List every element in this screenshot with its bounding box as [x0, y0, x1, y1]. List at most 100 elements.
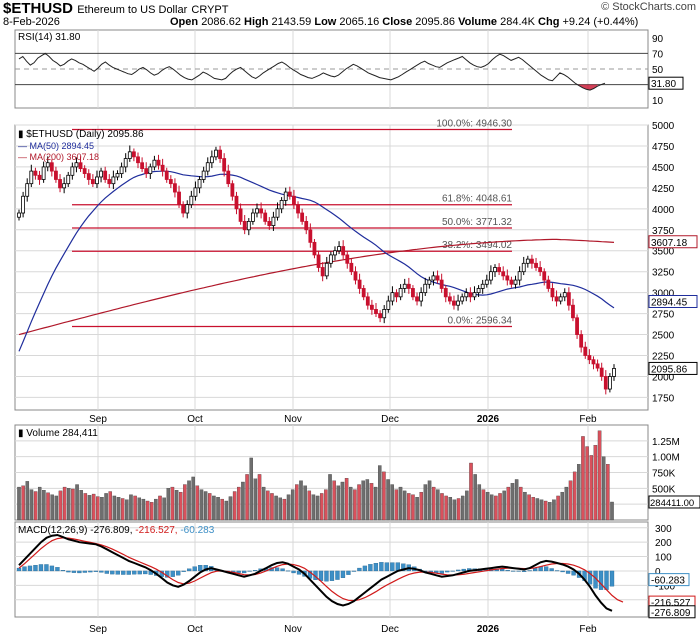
low-value: 2065.16 [339, 16, 380, 28]
macd-histogram-bar [456, 569, 461, 572]
macd-tick-label: 200 [655, 538, 672, 549]
volume-bar [315, 495, 320, 521]
macd-histogram-bar [549, 568, 554, 572]
volume-bar [606, 464, 610, 521]
volume-bar [290, 489, 295, 521]
candle-body [25, 183, 30, 197]
volume-bar [241, 481, 245, 521]
macd-line [18, 533, 613, 612]
candle-body [119, 166, 124, 175]
candle-body [275, 208, 280, 218]
volume-bar [369, 483, 374, 521]
month-label-bottom: 2026 [477, 624, 500, 635]
candle-body [201, 170, 206, 180]
volume-bar [407, 493, 411, 521]
candle-body [554, 296, 559, 302]
price-tick-label: 2000 [652, 372, 675, 383]
candle-body [411, 288, 415, 298]
macd-histogram-bar [99, 570, 104, 573]
macd-histogram-bar [198, 565, 203, 572]
candle-body [197, 179, 202, 189]
volume-bar [232, 491, 237, 521]
candle-body [37, 174, 42, 180]
candle-body [390, 292, 395, 302]
volume-bar [162, 497, 166, 521]
macd-value-label: -276.809 [651, 608, 691, 619]
volume-bar [29, 489, 34, 521]
candle-body [164, 170, 169, 180]
volume-bar [552, 499, 556, 521]
candle-body [230, 183, 235, 197]
candle-body [328, 254, 333, 264]
volume-bar [75, 484, 79, 521]
macd-hist-value-box [648, 573, 690, 587]
macd-histogram-bar [121, 570, 126, 575]
candle-body [341, 246, 346, 256]
volume-bar [444, 495, 448, 521]
price-tick-label: 2250 [652, 352, 675, 363]
candle-body [160, 164, 165, 172]
volume-bar [539, 499, 544, 521]
candle-body [82, 168, 87, 175]
candle-body [242, 220, 247, 231]
macd-histogram-bar [71, 570, 77, 573]
candle-body [579, 334, 584, 348]
volume-bar [353, 489, 357, 521]
rsi-tick-label: 50 [652, 65, 664, 76]
volume-bar [386, 479, 390, 521]
candle-body [382, 309, 387, 319]
macd-histogram-bar [60, 570, 66, 572]
volume-bar [519, 486, 523, 521]
macd-histogram-bar [532, 568, 538, 572]
macd-histogram-bar [55, 567, 60, 572]
candle-body [205, 162, 210, 172]
macd-tick-label: 300 [655, 524, 672, 535]
macd-histogram-bar [329, 570, 335, 581]
volume-bar [96, 496, 100, 521]
volume-bar [270, 493, 274, 521]
price-tick-label: 5000 [652, 121, 675, 132]
volume-bar [390, 484, 394, 521]
candle-body [263, 212, 268, 222]
volume-bar [489, 494, 494, 521]
macd-histogram-bar [384, 562, 390, 572]
candle-body [209, 156, 214, 164]
macd-histogram-bar [587, 570, 593, 585]
volume-bar [581, 436, 585, 521]
volume-bar [303, 485, 307, 521]
volume-tick-label: 1.00M [652, 453, 680, 464]
rsi-tick-label: 10 [652, 96, 664, 107]
candle-body [107, 179, 112, 185]
candle-body [316, 254, 321, 268]
candle-body [365, 296, 370, 306]
volume-bar [572, 471, 577, 521]
volume-bar [25, 481, 30, 521]
candle-body [513, 279, 518, 285]
symbol-title: $ETHUSD Ethereum to US Dollar CRYPT [3, 0, 229, 17]
volume-bar [311, 494, 316, 521]
macd-histogram-bar [82, 570, 88, 573]
volume-bar [253, 478, 258, 521]
volume-bar [473, 474, 477, 521]
volume-bar [506, 486, 511, 521]
chg-label: Chg [538, 16, 560, 28]
candle-body [534, 262, 538, 268]
price-legend: ▮ $ETHUSD (Daily) 2095.86 [18, 129, 144, 140]
volume-bar [245, 474, 249, 521]
candle-body [250, 212, 255, 222]
price-tick-label: 4000 [652, 205, 675, 216]
candle-body [271, 216, 276, 226]
macd-histogram-bar [390, 562, 395, 572]
rsi-tick-label: 70 [652, 49, 664, 60]
volume-bar [116, 497, 121, 521]
volume-bar [71, 488, 75, 521]
rsi-line [18, 52, 606, 91]
chart-header: $ETHUSD Ethereum to US Dollar CRYPT © St… [0, 0, 700, 30]
volume-bar [465, 490, 469, 521]
candle-body [337, 246, 341, 252]
volume-bar [332, 480, 336, 521]
volume-bar [104, 493, 108, 521]
volume-bar [145, 500, 150, 521]
macd-histogram-bar [176, 570, 181, 576]
macd-hist-value-label: -60.283 [651, 576, 685, 587]
